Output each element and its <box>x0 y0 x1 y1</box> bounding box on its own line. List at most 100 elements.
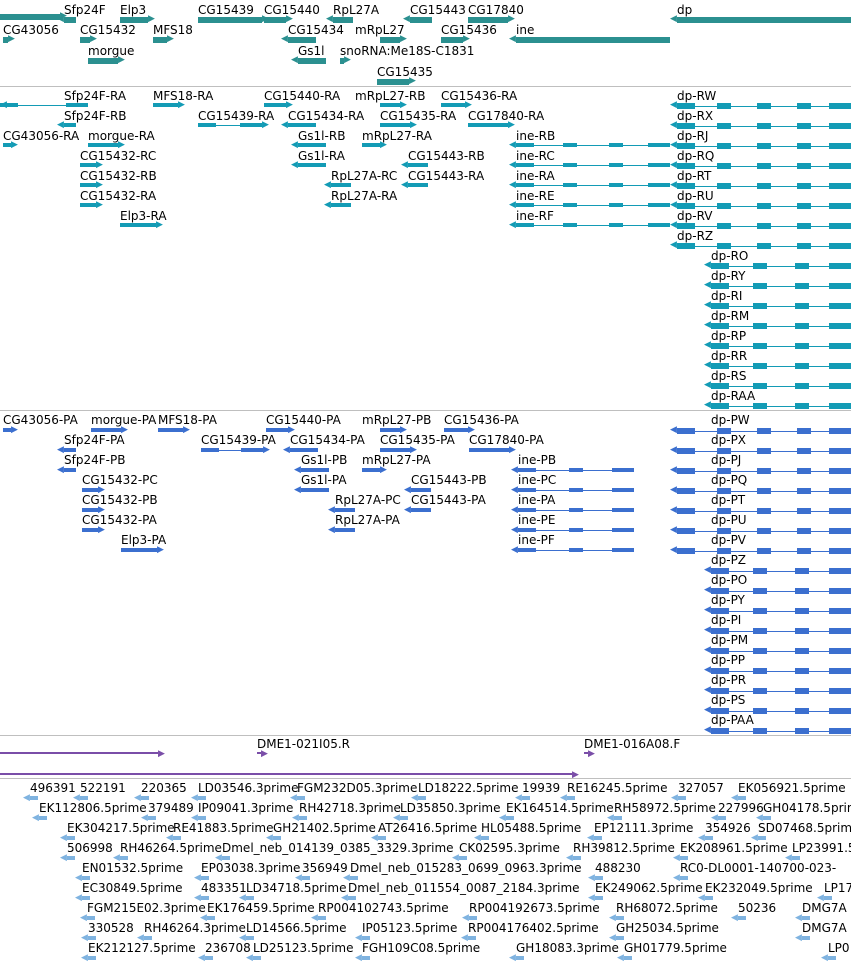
feature-label[interactable]: mRpL27-RB <box>355 89 426 103</box>
exon-block[interactable] <box>563 143 577 147</box>
exon-block[interactable] <box>797 103 811 109</box>
feature-label[interactable]: Gs1l-PB <box>301 453 348 467</box>
feature-label[interactable]: SD07468.5prime <box>758 821 851 835</box>
feature-bar[interactable] <box>408 183 428 187</box>
feature-bar[interactable] <box>148 816 156 820</box>
exon-block[interactable] <box>612 528 634 532</box>
feature-label[interactable]: Sfp24F-RA <box>64 89 127 103</box>
exon-block[interactable] <box>677 223 695 229</box>
exon-block[interactable] <box>677 183 695 189</box>
exon-block[interactable] <box>612 488 634 492</box>
exon-block[interactable] <box>797 508 811 514</box>
feature-bar[interactable] <box>516 956 524 960</box>
feature-bar[interactable] <box>205 956 213 960</box>
feature-label[interactable]: CG15443-RA <box>408 169 485 183</box>
feature-label[interactable]: Dmel_neb_014139_0385_3329.3prime <box>222 841 454 855</box>
exon-block[interactable] <box>797 488 811 494</box>
exon-block[interactable] <box>609 203 623 207</box>
exon-block[interactable] <box>753 708 767 714</box>
feature-bar[interactable] <box>335 528 355 532</box>
exon-block[interactable] <box>711 628 729 634</box>
feature-label[interactable]: dp-PY <box>711 593 745 607</box>
feature-bar[interactable] <box>198 816 206 820</box>
exon-block[interactable] <box>717 223 731 229</box>
feature-bar[interactable] <box>680 876 688 880</box>
exon-block[interactable] <box>677 448 695 454</box>
feature-label[interactable]: LD03546.3prime <box>198 781 299 795</box>
exon-block[interactable] <box>795 668 809 674</box>
exon-block[interactable] <box>569 548 583 552</box>
exon-block[interactable] <box>795 568 809 574</box>
feature-label[interactable]: 50236 <box>738 901 777 915</box>
exon-block[interactable] <box>677 428 695 434</box>
feature-label[interactable]: dp-PI <box>711 613 742 627</box>
feature-label[interactable]: dp-PX <box>711 433 747 447</box>
feature-label[interactable]: 379489 <box>148 801 194 815</box>
feature-label[interactable]: dp-RS <box>711 369 747 383</box>
feature-label[interactable]: CG15436 <box>441 23 497 37</box>
feature-bar[interactable] <box>80 37 90 43</box>
feature-label[interactable]: GH21402.5prime <box>273 821 376 835</box>
exon-block[interactable] <box>711 343 729 349</box>
exon-block[interactable] <box>753 303 767 309</box>
exon-block[interactable] <box>757 528 771 534</box>
exon-block[interactable] <box>753 363 767 369</box>
exon-block[interactable] <box>829 363 851 369</box>
feature-label[interactable]: 19939 <box>522 781 561 795</box>
exon-block[interactable] <box>829 528 851 534</box>
feature-label[interactable]: morgue-RA <box>88 129 155 143</box>
exon-block[interactable] <box>677 163 695 169</box>
exon-block[interactable] <box>797 143 811 149</box>
feature-bar[interactable] <box>469 916 477 920</box>
exon-block[interactable] <box>609 183 623 187</box>
exon-block[interactable] <box>757 428 771 434</box>
feature-label[interactable]: Dmel_neb_015283_0699_0963.3prime <box>350 861 582 875</box>
feature-bar[interactable] <box>82 488 98 492</box>
feature-bar[interactable] <box>594 836 602 840</box>
feature-label[interactable]: ine-RF <box>516 209 554 223</box>
exon-block[interactable] <box>829 708 851 714</box>
exon-block[interactable] <box>753 263 767 269</box>
exon-block[interactable] <box>518 528 536 532</box>
feature-bar[interactable] <box>348 896 356 900</box>
exon-block[interactable] <box>753 568 767 574</box>
feature-bar[interactable] <box>120 223 156 227</box>
feature-label[interactable]: RH58972.5prime <box>614 801 716 815</box>
feature-bar[interactable] <box>444 428 468 432</box>
feature-bar[interactable] <box>362 468 380 472</box>
feature-bar[interactable] <box>340 58 344 64</box>
exon-block[interactable] <box>797 448 811 454</box>
exon-block[interactable] <box>609 163 623 167</box>
feature-bar[interactable] <box>301 488 329 492</box>
feature-bar[interactable] <box>335 508 355 512</box>
feature-label[interactable]: RH42718.3prime <box>299 801 401 815</box>
exon-block[interactable] <box>829 488 851 494</box>
feature-bar[interactable] <box>763 816 771 820</box>
feature-bar[interactable] <box>0 752 158 754</box>
feature-label[interactable]: CG17840-RA <box>468 109 545 123</box>
exon-block[interactable] <box>795 263 809 269</box>
feature-label[interactable]: RH68072.5prime <box>616 901 718 915</box>
feature-bar[interactable] <box>302 876 310 880</box>
feature-label[interactable]: CG15440-RA <box>264 89 341 103</box>
exon-block[interactable] <box>717 528 731 534</box>
exon-block[interactable] <box>609 223 623 227</box>
exon-block[interactable] <box>648 223 670 227</box>
feature-label[interactable]: CG15435-PA <box>380 433 455 447</box>
feature-bar[interactable] <box>718 816 726 820</box>
feature-bar[interactable] <box>3 143 11 147</box>
feature-label[interactable]: CG15432-RC <box>80 149 157 163</box>
exon-block[interactable] <box>516 203 534 207</box>
feature-label[interactable]: dp <box>677 3 693 17</box>
feature-label[interactable]: IP05123.5prime <box>362 921 458 935</box>
feature-bar[interactable] <box>441 103 465 107</box>
exon-block[interactable] <box>717 468 731 474</box>
exon-block[interactable] <box>0 103 18 107</box>
feature-label[interactable]: CG15440 <box>264 3 320 17</box>
exon-block[interactable] <box>711 283 729 289</box>
exon-block[interactable] <box>829 448 851 454</box>
feature-label[interactable]: CG15434-RA <box>288 109 365 123</box>
feature-bar[interactable] <box>410 17 432 23</box>
feature-label[interactable]: CG15435 <box>377 65 433 79</box>
feature-label[interactable]: DME1-021I05.R <box>257 737 351 751</box>
